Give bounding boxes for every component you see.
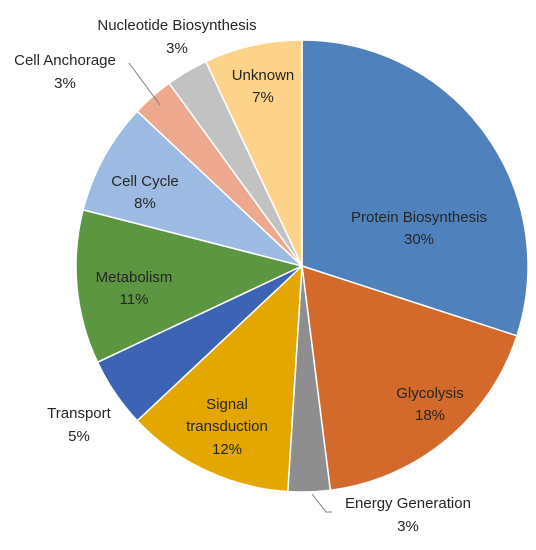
- slice-category-label: Protein Biosynthesis: [351, 209, 487, 226]
- slice-value-label: 5%: [68, 428, 90, 445]
- slice-category-label: transduction: [186, 418, 268, 435]
- slice-category-label: Unknown: [232, 67, 295, 84]
- slice-category-label: Metabolism: [96, 269, 173, 286]
- slice-labels: Protein Biosynthesis 30% Glycolysis 18% Ener…: [14, 17, 487, 535]
- slice-value-label: 3%: [54, 75, 76, 92]
- slice-value-label: 12%: [212, 441, 242, 458]
- slice-category-label: Cell Anchorage: [14, 52, 116, 69]
- slice-value-label: 30%: [404, 231, 434, 248]
- slice-category-label: Cell Cycle: [111, 173, 179, 190]
- slice-value-label: 18%: [415, 407, 445, 424]
- slice-category-label: Energy Generation: [345, 495, 471, 512]
- leader-line: [311, 493, 332, 513]
- pie-slice-unknown: [204, 39, 303, 267]
- pie-slice-protein-biosynthesis: [301, 39, 529, 337]
- slice-value-label: 3%: [166, 40, 188, 57]
- slice-value-label: 3%: [397, 518, 419, 535]
- slice-category-label: Transport: [47, 405, 111, 422]
- slice-value-label: 7%: [252, 89, 274, 106]
- leader-line: [128, 62, 161, 106]
- slice-category-label: Nucleotide Biosynthesis: [97, 17, 256, 34]
- pie-slice-metabolism: [75, 208, 305, 364]
- slice-value-label: 8%: [134, 195, 156, 212]
- pie-slice-signal-transduction: [136, 264, 303, 493]
- slice-value-label: 11%: [120, 291, 149, 308]
- pie-slice-cell-cycle: [82, 110, 303, 267]
- leader-lines: [128, 62, 332, 513]
- slice-category-label: Signal: [206, 396, 248, 413]
- pie-slices: [75, 39, 529, 493]
- pie-slice-glycolysis: [301, 264, 518, 492]
- slice-category-label: Glycolysis: [396, 385, 464, 402]
